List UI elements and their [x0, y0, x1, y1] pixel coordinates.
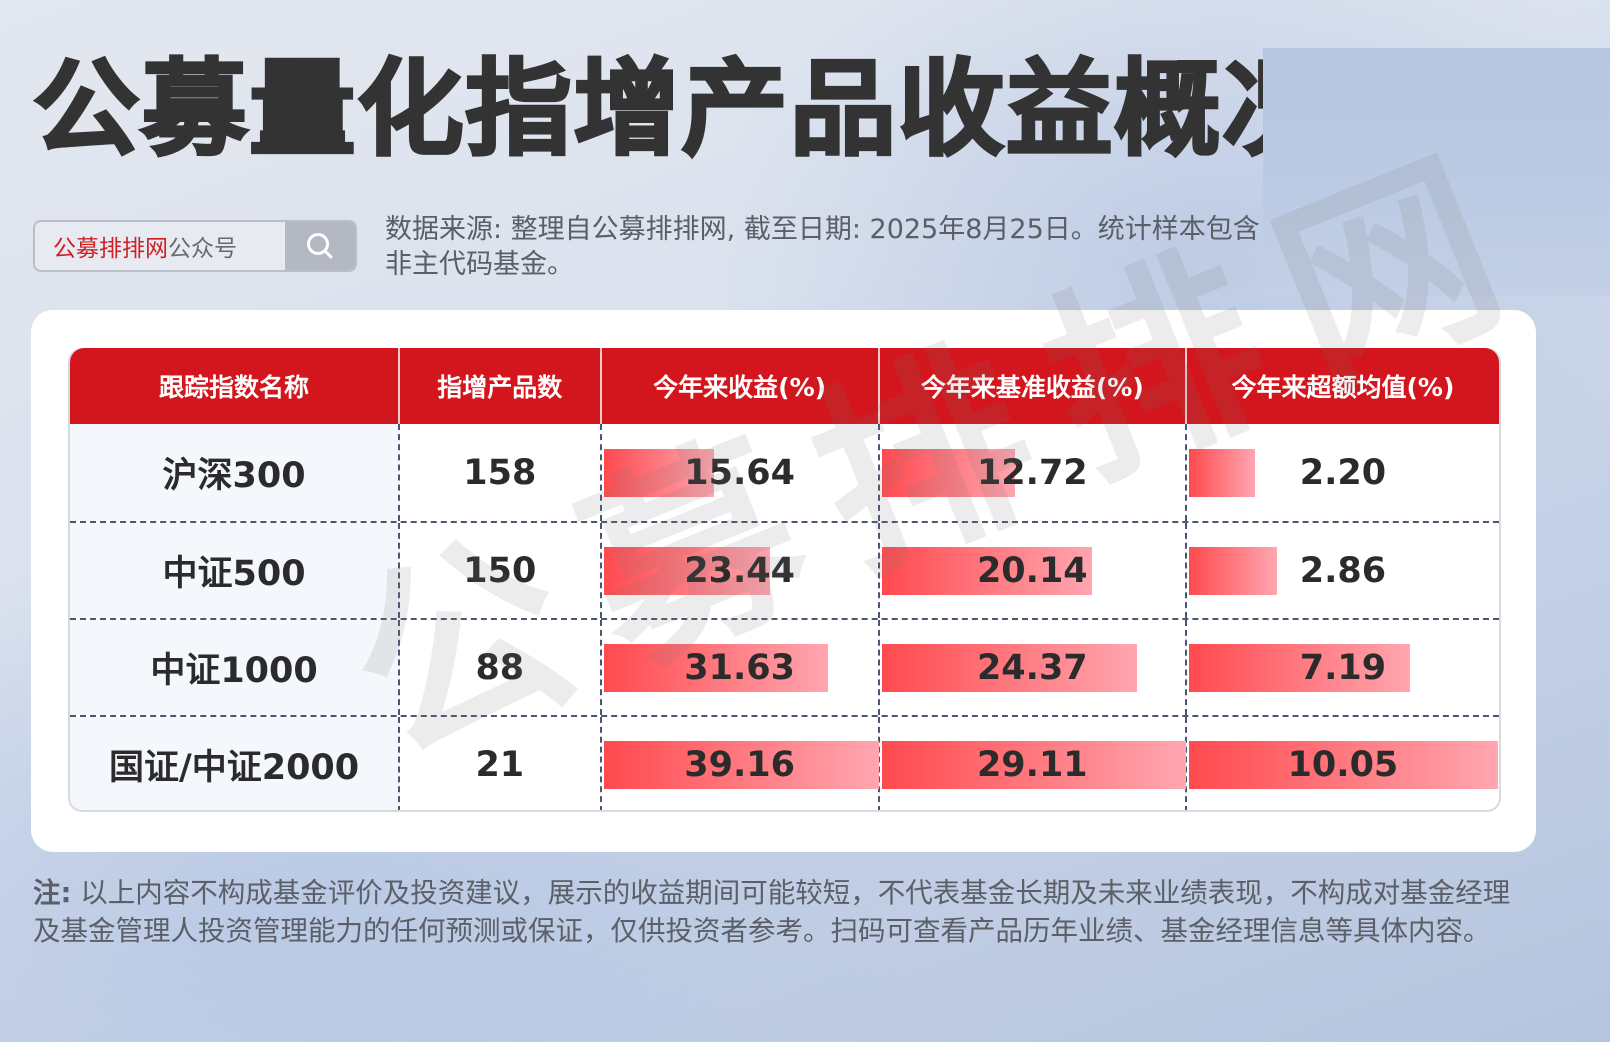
excess-return-value: 2.20 [1299, 452, 1387, 493]
excess-return-cell: 7.19 [1187, 620, 1499, 715]
search-icon [307, 233, 333, 259]
index-name: 沪深300 [70, 424, 401, 521]
excess-return-cell: 2.86 [1187, 523, 1499, 618]
disclaimer-note: 注: 以上内容不构成基金评价及投资建议，展示的收益期间可能较短，不代表基金长期及… [33, 874, 1533, 950]
ytd-return-value: 23.44 [684, 550, 795, 591]
decorative-panel [1263, 48, 1610, 296]
returns-table: 跟踪指数名称 指增产品数 今年来收益(%) 今年来基准收益(%) 今年来超额均值… [68, 348, 1501, 812]
excess-return-bar [1188, 546, 1277, 595]
header-product-count: 指增产品数 [400, 348, 602, 424]
benchmark-return-cell: 24.37 [880, 620, 1187, 715]
index-name: 国证/中证2000 [70, 717, 401, 810]
table-row: 中证1000 88 31.63 24.37 7.19 [70, 618, 1499, 715]
excess-return-bar [1188, 643, 1410, 692]
search-label: 公募排排网 公众号 [35, 222, 285, 270]
ytd-return-bar [603, 546, 770, 595]
page-title: 公募量化指增产品收益概况 [31, 48, 1331, 170]
ytd-return-bar [603, 643, 828, 692]
ytd-return-value: 15.64 [684, 452, 795, 493]
benchmark-return-bar [881, 740, 1186, 789]
benchmark-return-bar [881, 448, 1015, 497]
product-count: 88 [400, 620, 602, 715]
ytd-return-cell: 39.16 [602, 717, 880, 810]
benchmark-return-value: 24.37 [976, 647, 1088, 688]
benchmark-return-value: 29.11 [976, 744, 1088, 785]
ytd-return-bar [603, 740, 879, 789]
data-source-text: 数据来源: 整理自公募排排网, 截至日期: 2025年8月25日。统计样本包含非… [385, 214, 1260, 280]
ytd-return-cell: 31.63 [602, 620, 880, 715]
header-excess-return: 今年来超额均值(%) [1231, 373, 1455, 402]
excess-return-cell: 10.05 [1187, 717, 1499, 810]
excess-return-value: 10.05 [1287, 744, 1399, 785]
benchmark-return-bar [881, 643, 1137, 692]
benchmark-return-cell: 29.11 [880, 717, 1187, 810]
header-index-name: 跟踪指数名称 [70, 348, 401, 424]
brand-name: 公募排排网 [53, 236, 168, 262]
benchmark-return-bar [881, 546, 1092, 595]
table-row: 沪深300 158 15.64 12.72 2.20 [70, 424, 1499, 521]
excess-return-bar [1188, 448, 1255, 497]
search-button[interactable] [285, 222, 355, 270]
table-header: 跟踪指数名称 指增产品数 今年来收益(%) 今年来基准收益(%) 今年来超额均值… [70, 348, 1499, 424]
excess-return-cell: 2.20 [1187, 424, 1499, 521]
excess-return-value: 7.19 [1299, 647, 1387, 688]
product-count: 158 [400, 424, 602, 521]
ytd-return-value: 39.16 [684, 744, 795, 785]
index-name: 中证500 [70, 523, 401, 618]
benchmark-return-value: 20.14 [976, 550, 1088, 591]
header-benchmark-return: 今年来基准收益(%) [880, 348, 1187, 424]
excess-return-value: 2.86 [1299, 550, 1387, 591]
table-row: 国证/中证2000 21 39.16 29.11 10.05 [70, 715, 1499, 810]
search-suffix: 公众号 [168, 236, 237, 262]
excess-return-bar [1188, 740, 1498, 789]
note-label: 注: [33, 877, 72, 909]
product-count: 21 [400, 717, 602, 810]
search-box[interactable]: 公募排排网 公众号 [33, 220, 357, 272]
header-ytd-return: 今年来收益(%) [602, 348, 880, 424]
benchmark-return-cell: 12.72 [880, 424, 1187, 521]
ytd-return-bar [603, 448, 714, 497]
ytd-return-cell: 15.64 [602, 424, 880, 521]
ytd-return-cell: 23.44 [602, 523, 880, 618]
note-text: 以上内容不构成基金评价及投资建议，展示的收益期间可能较短，不代表基金长期及未来业… [33, 877, 1511, 947]
index-name: 中证1000 [70, 620, 401, 715]
table-row: 中证500 150 23.44 20.14 2.86 [70, 521, 1499, 618]
product-count: 150 [400, 523, 602, 618]
benchmark-return-cell: 20.14 [880, 523, 1187, 618]
benchmark-return-value: 12.72 [976, 452, 1088, 493]
ytd-return-value: 31.63 [684, 647, 795, 688]
